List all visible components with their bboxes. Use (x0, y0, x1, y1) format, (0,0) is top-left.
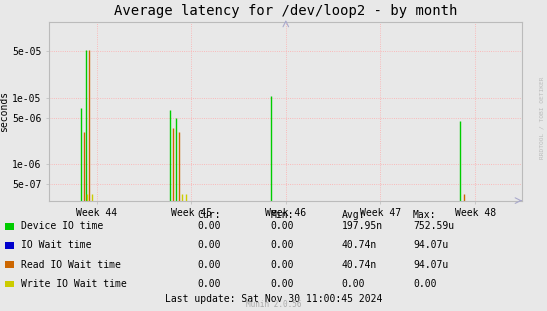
Text: Last update: Sat Nov 30 11:00:45 2024: Last update: Sat Nov 30 11:00:45 2024 (165, 294, 382, 304)
Text: 0.00: 0.00 (271, 279, 294, 289)
Text: IO Wait time: IO Wait time (21, 240, 91, 250)
Text: 0.00: 0.00 (197, 260, 220, 270)
Text: 0.00: 0.00 (197, 240, 220, 250)
Text: 94.07u: 94.07u (413, 260, 448, 270)
Text: Min:: Min: (271, 210, 294, 220)
Text: 197.95n: 197.95n (342, 221, 383, 231)
Text: 0.00: 0.00 (197, 221, 220, 231)
Text: 94.07u: 94.07u (413, 240, 448, 250)
Text: 0.00: 0.00 (271, 240, 294, 250)
Text: Device IO time: Device IO time (21, 221, 103, 231)
Text: RRDTOOL / TOBI OETIKER: RRDTOOL / TOBI OETIKER (539, 77, 544, 160)
Text: Munin 2.0.56: Munin 2.0.56 (246, 300, 301, 309)
Text: 40.74n: 40.74n (342, 260, 377, 270)
Text: Max:: Max: (413, 210, 437, 220)
Text: Read IO Wait time: Read IO Wait time (21, 260, 121, 270)
Text: 0.00: 0.00 (197, 279, 220, 289)
Y-axis label: seconds: seconds (0, 91, 9, 132)
Title: Average latency for /dev/loop2 - by month: Average latency for /dev/loop2 - by mont… (114, 4, 457, 18)
Text: 0.00: 0.00 (413, 279, 437, 289)
Text: 40.74n: 40.74n (342, 240, 377, 250)
Text: 0.00: 0.00 (271, 221, 294, 231)
Text: Avg:: Avg: (342, 210, 365, 220)
Text: Cur:: Cur: (197, 210, 220, 220)
Text: 0.00: 0.00 (271, 260, 294, 270)
Text: 0.00: 0.00 (342, 279, 365, 289)
Text: 752.59u: 752.59u (413, 221, 454, 231)
Text: Write IO Wait time: Write IO Wait time (21, 279, 126, 289)
